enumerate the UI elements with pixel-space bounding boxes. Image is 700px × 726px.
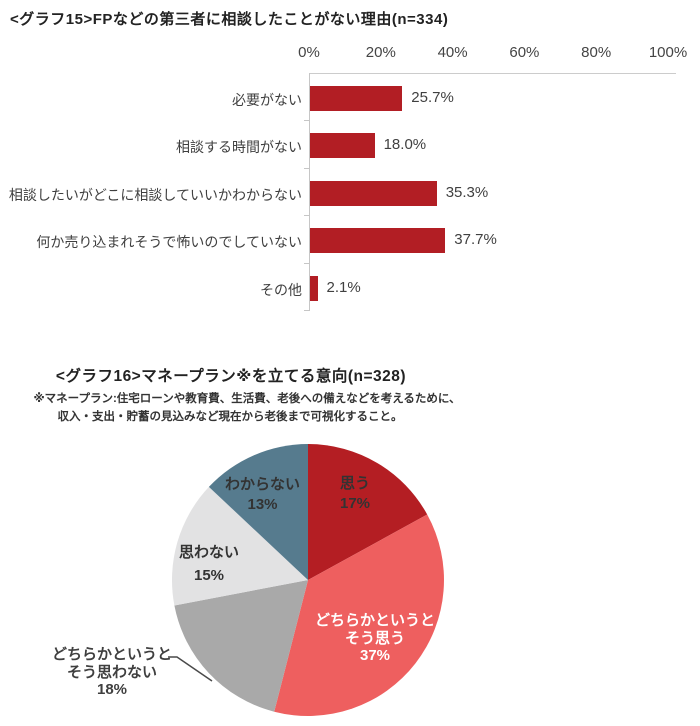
bar-value-label: 37.7% xyxy=(454,231,497,249)
pie-label-wakaranai: わからない 13% xyxy=(205,475,320,515)
pie-label-pct: 15% xyxy=(193,567,225,584)
bar-category-label: 必要がない xyxy=(232,92,302,108)
pie-label-omou: 思う 17% xyxy=(300,474,410,514)
pie-label-text: 思わない xyxy=(178,544,239,561)
category-tick-mark xyxy=(304,310,310,311)
pie-label-text: どちらかというと xyxy=(51,646,172,663)
bar-category-label: 相談したいがどこに相談していいかわからない xyxy=(8,186,302,203)
category-tick-mark xyxy=(304,215,310,217)
bar-category-label: その他 xyxy=(260,281,302,298)
bar-value-label: 25.7% xyxy=(411,89,454,106)
pie-label-omowanai: 思わない 15% xyxy=(164,541,254,587)
pie-label-text: どちらかというと xyxy=(314,612,435,629)
category-tick-mark xyxy=(304,262,310,264)
bar-value-label: 2.1% xyxy=(326,278,361,296)
pie-slice-4 xyxy=(171,486,308,606)
pie-chart-footnote-line2: 収入・支出・貯蓄の見込みなど現在から老後まで可視化すること。 xyxy=(57,411,403,423)
bar xyxy=(310,180,437,206)
category-tick-mark xyxy=(304,120,310,122)
bar-value-label: 18.0% xyxy=(383,136,427,154)
bar xyxy=(310,275,318,301)
bar-value-label: 35.3% xyxy=(445,183,489,201)
x-axis-tick-label: 40% xyxy=(437,44,468,61)
bar-category-label: 何か売り込まれそうで怖いのでしていない xyxy=(36,234,302,251)
pie-label-pct: 13% xyxy=(247,496,278,513)
x-axis-tick-label: 80% xyxy=(581,44,612,61)
x-axis-tick-label: 20% xyxy=(365,44,396,61)
bar-chart-top-axis-line xyxy=(309,73,676,74)
leader-line xyxy=(168,656,213,682)
pie-slice-5 xyxy=(208,444,308,580)
bar xyxy=(310,228,446,254)
x-axis-tick-label: 100% xyxy=(648,44,688,61)
pie-chart-title: <グラフ16>マネープラン※を立てる意向(n=328) xyxy=(55,368,407,385)
pie-label-pct: 37% xyxy=(359,647,391,664)
pie-label-text: そう思わない xyxy=(66,663,157,681)
pie-label-text: わからない xyxy=(224,476,300,493)
pie-label-pct: 18% xyxy=(96,681,128,698)
pie-chart-footnote-line1: ※マネープラン:住宅ローンや教育費、生活費、老後への備えなどを考えるために、 xyxy=(33,393,461,405)
pie-slice-2 xyxy=(274,514,444,716)
pie-label-dochiraka-omou: どちらかというと そう思う 37% xyxy=(305,612,445,665)
pie-slice-3 xyxy=(174,580,308,712)
pie-label-text: 思う xyxy=(339,475,370,492)
category-tick-mark xyxy=(304,167,310,169)
bar-chart-title: <グラフ15>FPなどの第三者に相談したことがない理由(n=334) xyxy=(10,11,449,28)
x-axis-tick-label: 0% xyxy=(298,44,320,61)
pie-label-pct: 17% xyxy=(339,495,371,512)
x-axis-tick-label: 60% xyxy=(509,44,540,61)
bar xyxy=(310,86,403,111)
bar xyxy=(310,133,375,159)
pie-label-text: そう思う xyxy=(344,629,405,647)
bar-category-label: 相談する時間がない xyxy=(176,139,302,156)
pie-slice-1 xyxy=(308,444,428,580)
pie-label-dochiraka-omowanai: どちらかというと そう思わない 18% xyxy=(37,646,187,699)
bar-chart-vertical-axis-line xyxy=(309,73,310,311)
